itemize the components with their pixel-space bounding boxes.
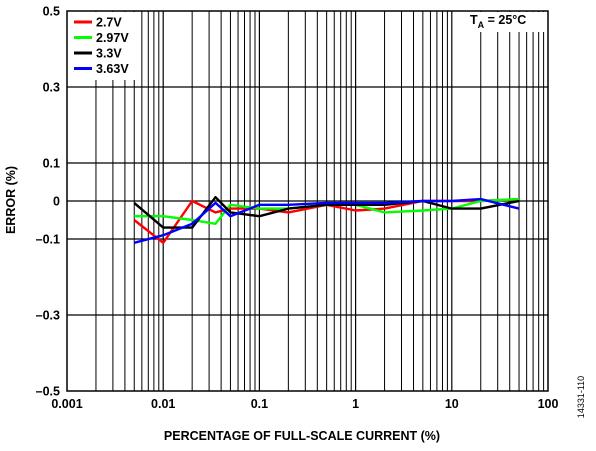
x-tick-label: 1	[352, 397, 359, 411]
y-tick-label: 0.3	[43, 81, 60, 95]
y-tick-label: –0.1	[36, 233, 60, 247]
annotation-background	[466, 12, 547, 32]
x-axis-ticks: 0.001 0.01 0.1 1 10 100	[51, 397, 558, 411]
x-tick-label: 0.001	[51, 397, 82, 411]
series-line-3.63V	[133, 197, 520, 244]
x-tick-label: 0.1	[251, 397, 268, 411]
y-axis-title: ERROR (%)	[4, 166, 18, 234]
legend-label: 2.7V	[96, 16, 122, 30]
plot-frame	[66, 10, 549, 392]
series-layer	[133, 195, 520, 245]
series-line-3.3V	[133, 195, 520, 229]
y-axis-ticks: –0.5 –0.3 –0.1 0 0.1 0.3 0.5	[36, 5, 60, 399]
temperature-annotation: TA = 25°C	[470, 13, 526, 30]
y-tick-label: 0.5	[43, 5, 60, 19]
figure-id: 14331-110	[576, 376, 586, 418]
plot-border	[66, 10, 549, 392]
annotation-rest: = 25°C	[484, 13, 526, 27]
legend: 2.7V2.97V 3.3V3.63V	[68, 12, 140, 80]
annotation-main: T	[470, 13, 478, 27]
y-tick-label: 0	[53, 195, 60, 209]
x-tick-label: 10	[445, 397, 459, 411]
x-axis-title: PERCENTAGE OF FULL-SCALE CURRENT (%)	[164, 429, 440, 443]
x-tick-label: 100	[538, 397, 559, 411]
x-tick-label: 0.01	[151, 397, 175, 411]
y-tick-label: –0.5	[36, 385, 60, 399]
y-tick-label: 0.1	[43, 157, 60, 171]
y-tick-label: –0.3	[36, 309, 60, 323]
legend-label: 3.63V	[96, 62, 129, 76]
legend-label: 3.3V	[96, 47, 122, 61]
annotation-sub: A	[478, 20, 485, 30]
legend-label: 2.97V	[96, 31, 129, 45]
